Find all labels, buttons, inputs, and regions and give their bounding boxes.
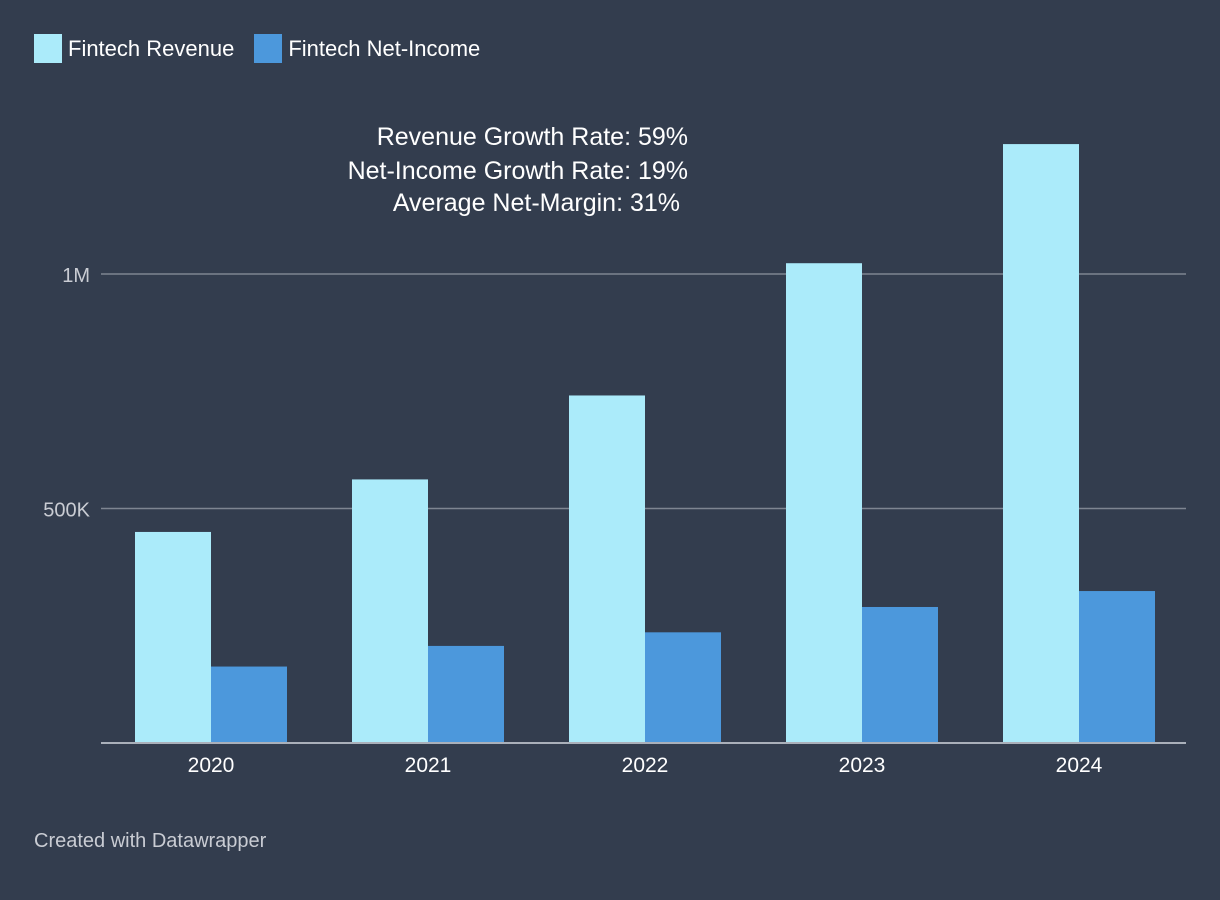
chart-legend: Fintech Revenue Fintech Net-Income [34,34,480,63]
bar-revenue-2022[interactable] [569,395,645,743]
legend-swatch-net-income [254,34,283,63]
legend-label-net-income: Fintech Net-Income [288,35,481,61]
bar-net-income-2023[interactable] [862,606,938,743]
annotations: Revenue Growth Rate: 59% Net-Income Grow… [348,123,688,217]
annotation-net-income-growth: Net-Income Growth Rate: 19% [348,157,688,185]
legend-label-revenue: Fintech Revenue [68,35,235,61]
annotation-revenue-growth: Revenue Growth Rate: 59% [377,123,688,151]
legend-item-revenue[interactable]: Fintech Revenue [34,34,234,63]
x-tick-label: 2023 [839,754,886,777]
bar-net-income-2022[interactable] [645,632,721,743]
bar-net-income-2020[interactable] [211,666,287,743]
legend-item-net-income[interactable]: Fintech Net-Income [254,34,480,63]
x-tick-label: 2024 [1056,754,1103,777]
bars [135,144,1155,743]
annotation-average-net-margin: Average Net-Margin: 31% [393,189,680,217]
bar-revenue-2021[interactable] [352,479,428,743]
x-tick-label: 2022 [622,754,669,777]
bar-revenue-2023[interactable] [786,263,862,743]
bar-revenue-2020[interactable] [135,531,211,743]
bar-net-income-2024[interactable] [1079,591,1155,743]
bar-net-income-2021[interactable] [428,645,504,743]
y-tick-label: 1M [62,265,90,287]
x-tick-label: 2021 [405,754,452,777]
y-tick-label: 500K [43,500,90,522]
legend-swatch-revenue [34,34,62,63]
bar-revenue-2024[interactable] [1003,144,1079,743]
x-tick-label: 2020 [188,754,235,777]
x-axis: 2020 2021 2022 2023 2024 [101,742,1186,777]
footer-credit: Created with Datawrapper [34,830,267,852]
